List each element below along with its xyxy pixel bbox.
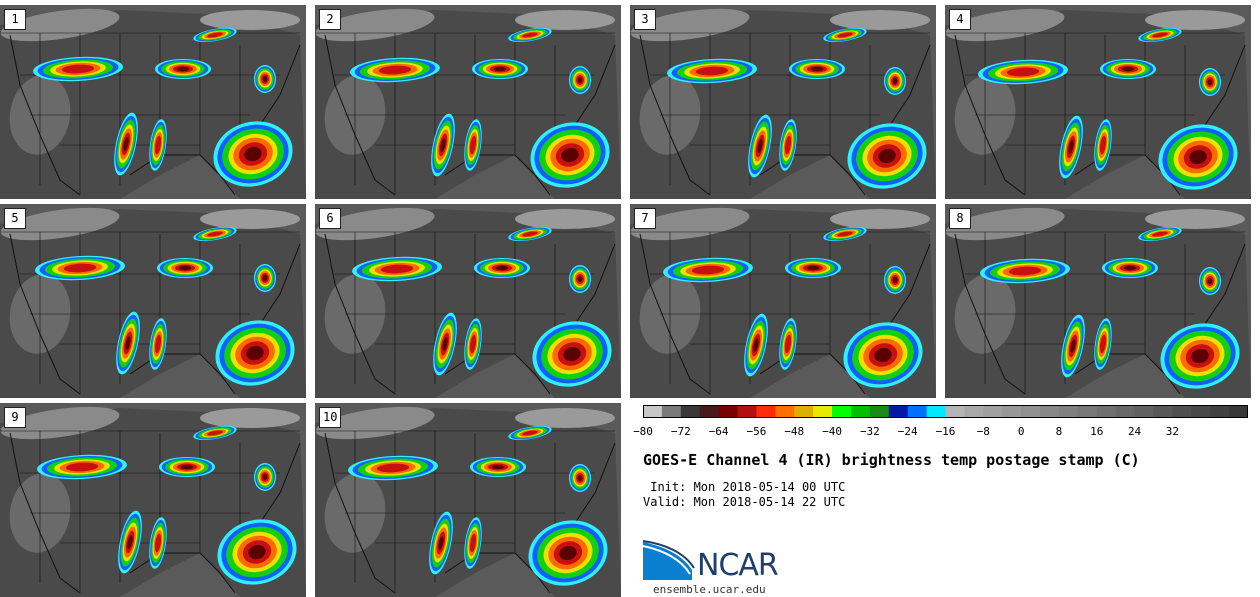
colorbar-tick-label: 0 bbox=[1017, 425, 1025, 438]
colorbar-segment bbox=[794, 405, 814, 418]
ir-satellite-map bbox=[315, 5, 621, 199]
colorbar-tick-label: −40 bbox=[822, 425, 842, 438]
colorbar bbox=[643, 405, 1248, 418]
colorbar-segment bbox=[643, 405, 663, 418]
colorbar-segment bbox=[907, 405, 928, 418]
colorbar-tick-label: −16 bbox=[935, 425, 956, 438]
stamp-panel-1: 1 bbox=[0, 5, 306, 199]
colorbar-segment bbox=[661, 405, 682, 418]
colorbar-segment bbox=[888, 405, 909, 418]
colorbar-tick-label: −64 bbox=[708, 425, 729, 438]
panel-label: 4 bbox=[949, 9, 971, 30]
colorbar-segment bbox=[1077, 405, 1098, 418]
stamp-panel-5: 5 bbox=[0, 204, 306, 398]
ir-satellite-map bbox=[315, 403, 621, 597]
colorbar-segment bbox=[1172, 405, 1192, 418]
colorbar-segment bbox=[869, 405, 890, 418]
colorbar-segment bbox=[1096, 405, 1117, 418]
colorbar-segment bbox=[1153, 405, 1173, 418]
colorbar-segment bbox=[1021, 405, 1041, 418]
ir-satellite-map bbox=[315, 204, 621, 398]
ir-satellite-map bbox=[0, 403, 306, 597]
figure-title: GOES-E Channel 4 (IR) brightness temp po… bbox=[643, 451, 1140, 469]
colorbar-segment bbox=[1002, 405, 1022, 418]
stamp-panel-9: 9 bbox=[0, 403, 306, 597]
stamp-panel-3: 3 bbox=[630, 5, 936, 199]
stamp-panel-6: 6 bbox=[315, 204, 621, 398]
ir-satellite-map bbox=[0, 204, 306, 398]
colorbar-segment bbox=[756, 405, 776, 418]
colorbar-segment bbox=[775, 405, 795, 418]
colorbar-segment bbox=[983, 405, 1003, 418]
colorbar-tick-label: −24 bbox=[897, 425, 918, 438]
stamp-panel-4: 4 bbox=[945, 5, 1251, 199]
colorbar-segment bbox=[945, 405, 965, 418]
ir-satellite-map bbox=[0, 5, 306, 199]
panel-label: 10 bbox=[319, 407, 342, 428]
colorbar-segment bbox=[699, 405, 720, 418]
colorbar-segment bbox=[1040, 405, 1060, 418]
colorbar-segment bbox=[718, 405, 739, 418]
panel-label: 6 bbox=[319, 208, 341, 229]
ir-satellite-map bbox=[945, 5, 1251, 199]
colorbar-segment bbox=[1229, 405, 1248, 418]
ncar-logo-text: NCAR bbox=[697, 548, 779, 583]
colorbar-segment bbox=[813, 405, 833, 418]
colorbar-segment bbox=[1210, 405, 1230, 418]
panel-label: 3 bbox=[634, 9, 656, 30]
valid-time: Valid: Mon 2018-05-14 22 UTC bbox=[643, 495, 846, 509]
panel-label: 1 bbox=[4, 9, 26, 30]
colorbar-segment bbox=[926, 405, 946, 418]
colorbar-segment bbox=[737, 405, 757, 418]
panel-label: 9 bbox=[4, 407, 26, 428]
colorbar-segment bbox=[680, 405, 701, 418]
ir-satellite-map bbox=[630, 5, 936, 199]
stamp-panel-8: 8 bbox=[945, 204, 1251, 398]
ir-satellite-map bbox=[630, 204, 936, 398]
panel-label: 8 bbox=[949, 208, 971, 229]
colorbar-tick-label: −80 bbox=[633, 425, 653, 438]
colorbar-tick-label: 16 bbox=[1090, 425, 1104, 438]
panel-label: 5 bbox=[4, 208, 26, 229]
colorbar-segment bbox=[1191, 405, 1211, 418]
init-time: Init: Mon 2018-05-14 00 UTC bbox=[643, 480, 846, 494]
panel-label: 2 bbox=[319, 9, 341, 30]
stamp-panel-10: 10 bbox=[315, 403, 621, 597]
panel-label: 7 bbox=[634, 208, 656, 229]
colorbar-tick-label: 32 bbox=[1165, 425, 1179, 438]
colorbar-tick-label: −72 bbox=[670, 425, 691, 438]
ensemble-url: ensemble.ucar.edu bbox=[653, 583, 766, 596]
colorbar-segment bbox=[1058, 405, 1079, 418]
colorbar-segment bbox=[1115, 405, 1136, 418]
colorbar-tick-label: −8 bbox=[976, 425, 990, 438]
stamp-panel-7: 7 bbox=[630, 204, 936, 398]
colorbar-segment bbox=[832, 405, 852, 418]
colorbar-tick-label: 24 bbox=[1127, 425, 1142, 438]
stamp-panel-2: 2 bbox=[315, 5, 621, 199]
colorbar-tick-label: −56 bbox=[746, 425, 767, 438]
ncar-logo-icon bbox=[642, 540, 695, 580]
colorbar-tick-label: 8 bbox=[1055, 425, 1063, 438]
colorbar-segment bbox=[1134, 405, 1154, 418]
colorbar-tick-label: −32 bbox=[859, 425, 880, 438]
colorbar-tick-label: −48 bbox=[784, 425, 805, 438]
colorbar-segment bbox=[964, 405, 984, 418]
ir-satellite-map bbox=[945, 204, 1251, 398]
colorbar-segment bbox=[850, 405, 871, 418]
